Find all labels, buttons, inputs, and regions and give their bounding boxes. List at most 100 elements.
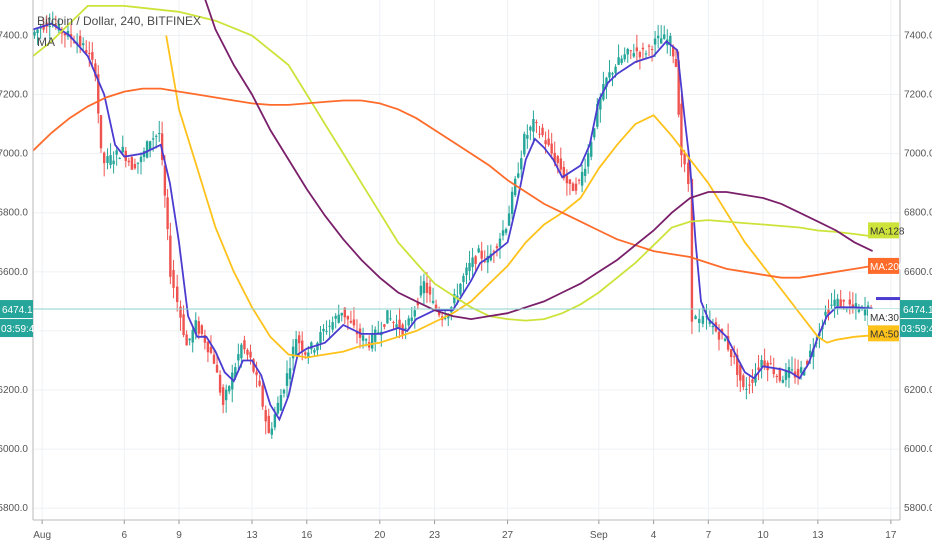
candle-body xyxy=(629,50,632,52)
candle-body xyxy=(361,335,365,341)
candle-body xyxy=(191,330,194,343)
candle-body xyxy=(790,369,794,371)
ma-line-ma30 xyxy=(32,22,873,422)
candle-body xyxy=(294,339,298,356)
candle-body xyxy=(297,335,301,344)
candle-body xyxy=(355,331,359,335)
candle-body xyxy=(568,179,572,184)
candle-body xyxy=(483,260,486,262)
candle-body xyxy=(547,138,550,145)
candle-body xyxy=(656,35,660,39)
candle-body xyxy=(130,157,134,170)
candle-body xyxy=(166,197,169,230)
candle-body xyxy=(748,384,751,386)
candle-body xyxy=(142,151,146,157)
candle-body xyxy=(194,320,197,335)
candle-body xyxy=(611,73,614,75)
candle-body xyxy=(237,354,240,361)
candle-body xyxy=(276,402,280,414)
candle-body xyxy=(81,43,85,46)
y-tick-label-right: 6200.0 xyxy=(904,385,932,396)
candle-body xyxy=(824,311,827,316)
ma-tag-label: MA:50 xyxy=(870,329,899,340)
candle-body xyxy=(632,53,636,57)
candle-body xyxy=(148,141,152,150)
candle-body xyxy=(136,162,140,164)
candle-body xyxy=(288,368,292,380)
candle-body xyxy=(182,314,185,335)
candle-body xyxy=(57,23,61,31)
candle-body xyxy=(444,317,447,319)
last-price-badge-left xyxy=(0,300,33,319)
candle-body xyxy=(647,45,651,47)
candle-body xyxy=(172,270,175,288)
candle-body xyxy=(723,338,727,341)
x-tick-label: 13 xyxy=(246,530,258,541)
candle-body xyxy=(769,363,772,365)
candle-body xyxy=(383,324,386,327)
ma-tag-ma128 xyxy=(868,222,899,239)
candle-body xyxy=(419,285,423,296)
candle-body xyxy=(486,255,489,263)
plot-area[interactable] xyxy=(33,0,900,520)
y-tick-label-right: 7200.0 xyxy=(904,90,932,101)
grid xyxy=(33,0,900,520)
candle-body xyxy=(151,138,155,140)
candle-body xyxy=(729,349,733,358)
candle-body xyxy=(694,316,697,320)
candle-body xyxy=(258,380,261,386)
candle-body xyxy=(404,327,407,329)
candle-body xyxy=(175,286,179,303)
candle-body xyxy=(784,370,788,380)
candle-body xyxy=(538,133,541,135)
candle-body xyxy=(249,351,252,358)
ma-tag-ma30 xyxy=(868,309,899,326)
candle-body xyxy=(532,119,535,132)
candle-body xyxy=(492,251,496,253)
candle-body xyxy=(325,330,328,332)
candle-body xyxy=(218,374,222,393)
candle-body xyxy=(352,319,356,326)
candle-body xyxy=(596,103,599,127)
candle-body xyxy=(739,364,742,381)
candle-body xyxy=(495,246,499,249)
y-tick-label-right: 7000.0 xyxy=(904,149,932,160)
candle-body xyxy=(659,38,663,44)
y-tick-label-left: 5800.0 xyxy=(0,503,28,514)
candle-body xyxy=(197,321,200,334)
candle-body xyxy=(711,326,715,328)
candle-body xyxy=(304,352,307,355)
candle-body xyxy=(754,373,757,383)
candle-body xyxy=(240,344,243,359)
candle-body xyxy=(85,50,88,54)
candle-body xyxy=(599,96,602,110)
candle-body xyxy=(407,318,410,326)
candle-body xyxy=(282,389,286,394)
candle-body xyxy=(523,133,526,155)
candle-body xyxy=(799,367,803,373)
candle-body xyxy=(480,250,483,259)
candle-body xyxy=(234,367,237,378)
candle-body xyxy=(839,299,842,308)
candle-body xyxy=(708,320,712,324)
ma-tag-label: MA:128 xyxy=(870,226,905,237)
candle-body xyxy=(620,58,623,64)
candle-body xyxy=(109,155,112,165)
candle-body xyxy=(102,152,106,164)
candle-body xyxy=(477,248,480,253)
candle-body xyxy=(106,156,109,164)
y-tick-label-right: 6000.0 xyxy=(904,444,932,455)
countdown-badge-left xyxy=(0,319,33,338)
candle-body xyxy=(687,162,690,185)
candle-body xyxy=(763,360,766,367)
x-tick-label: 6 xyxy=(121,530,127,541)
candle-body xyxy=(553,152,556,163)
candle-body xyxy=(88,52,91,54)
candle-body xyxy=(775,375,778,377)
candle-body xyxy=(416,301,420,306)
symbol-title: Bitcoin / Dollar, 240, BITFINEX xyxy=(37,14,202,28)
candle-body xyxy=(465,267,468,276)
candle-body xyxy=(212,354,216,364)
candle-body xyxy=(556,156,559,164)
